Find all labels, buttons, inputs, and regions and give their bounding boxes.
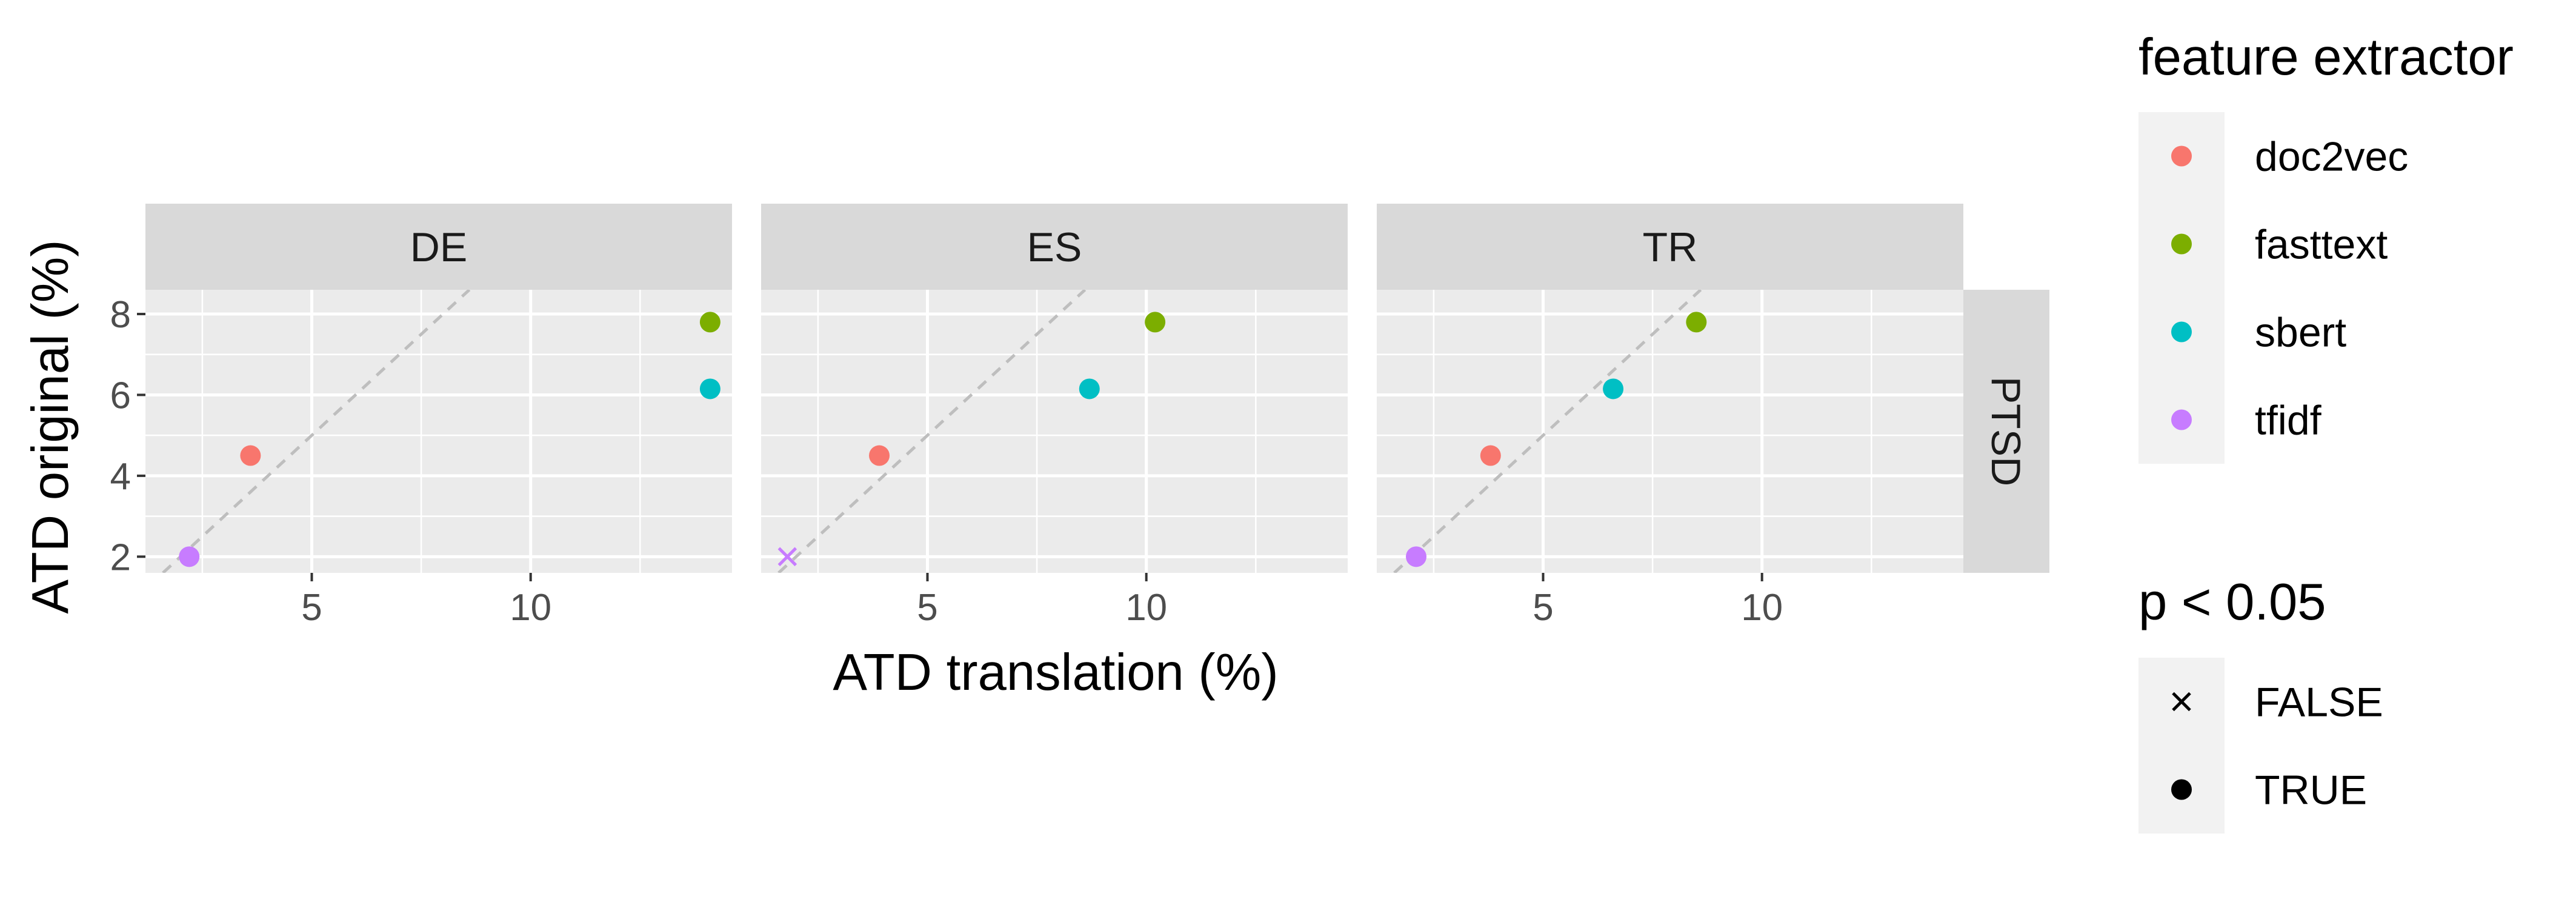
facet-panel-de: DE: [145, 204, 732, 573]
legend-key-tfidf: [2171, 409, 2192, 430]
facet-panel-es: ES: [761, 204, 1348, 573]
facet-strip-bg: [145, 204, 732, 290]
facet-strip-bg: [1377, 204, 1963, 290]
facet-strip-label: DE: [410, 224, 467, 270]
legend-label-tfidf: tfidf: [2255, 398, 2321, 444]
legend-color-title: feature extractor: [2138, 28, 2514, 86]
panel-background: [145, 290, 732, 573]
data-point-doc2vec: [1480, 445, 1501, 466]
legend-key-doc2vec: [2171, 145, 2192, 167]
data-point-doc2vec: [869, 445, 890, 466]
x-axis-title: ATD translation (%): [833, 644, 1278, 701]
x-tick-label: 5: [301, 587, 322, 629]
legend-shape-title: p < 0.05: [2138, 573, 2326, 631]
y-axis-title: ATD original (%): [22, 239, 79, 613]
y-tick-label: 4: [110, 456, 131, 498]
data-point-tfidf: [179, 546, 200, 567]
legend-label-true: TRUE: [2255, 767, 2367, 813]
x-tick-label: 10: [510, 587, 551, 629]
data-point-sbert: [1079, 378, 1100, 399]
facet-strip-label: TR: [1643, 224, 1698, 270]
y-tick-label: 6: [110, 375, 131, 416]
panel-background: [1377, 290, 1963, 573]
data-point-tfidf: [777, 547, 797, 567]
legend-key-sbert: [2171, 321, 2192, 342]
legend-label-false: FALSE: [2255, 680, 2383, 726]
data-point-sbert: [699, 378, 721, 399]
data-point-tfidf: [1406, 546, 1427, 567]
x-tick-label: 5: [1533, 587, 1553, 629]
legend-shape-keys-bg: [2138, 658, 2225, 834]
data-point-fasttext: [1145, 312, 1166, 333]
y-tick-label: 8: [110, 294, 131, 336]
x-tick-label: 10: [1741, 587, 1783, 629]
x-tick-label: 5: [917, 587, 937, 629]
facet-strip-bg: [761, 204, 1348, 290]
panel-background: [761, 290, 1348, 573]
data-point-fasttext: [699, 312, 721, 333]
row-strip-label: PTSD: [1983, 376, 2029, 486]
legend-key-circle: [2171, 779, 2192, 800]
legend-key-cross: [2172, 692, 2191, 712]
facet-strip-label: ES: [1027, 224, 1082, 270]
legend-color-keys-bg: [2138, 112, 2225, 464]
data-point-sbert: [1603, 378, 1624, 399]
x-tick-label: 10: [1125, 587, 1167, 629]
data-point-doc2vec: [240, 445, 261, 466]
legend-label-sbert: sbert: [2255, 310, 2346, 356]
panels-layer: DE ES TR PTSD: [145, 204, 2049, 573]
data-point-fasttext: [1686, 312, 1707, 333]
y-tick-label: 2: [110, 536, 131, 578]
axes-layer: ATD original (%) ATD translation (%) 5 10…: [22, 239, 1783, 701]
facet-panel-tr: TR: [1377, 204, 1963, 573]
legend-label-doc2vec: doc2vec: [2255, 134, 2408, 180]
legend: feature extractor p < 0.05 doc2vec fastte…: [2138, 28, 2514, 834]
legend-key-fasttext: [2171, 233, 2192, 255]
row-strip-bg: [1963, 290, 2049, 573]
legend-label-fasttext: fasttext: [2255, 222, 2388, 268]
